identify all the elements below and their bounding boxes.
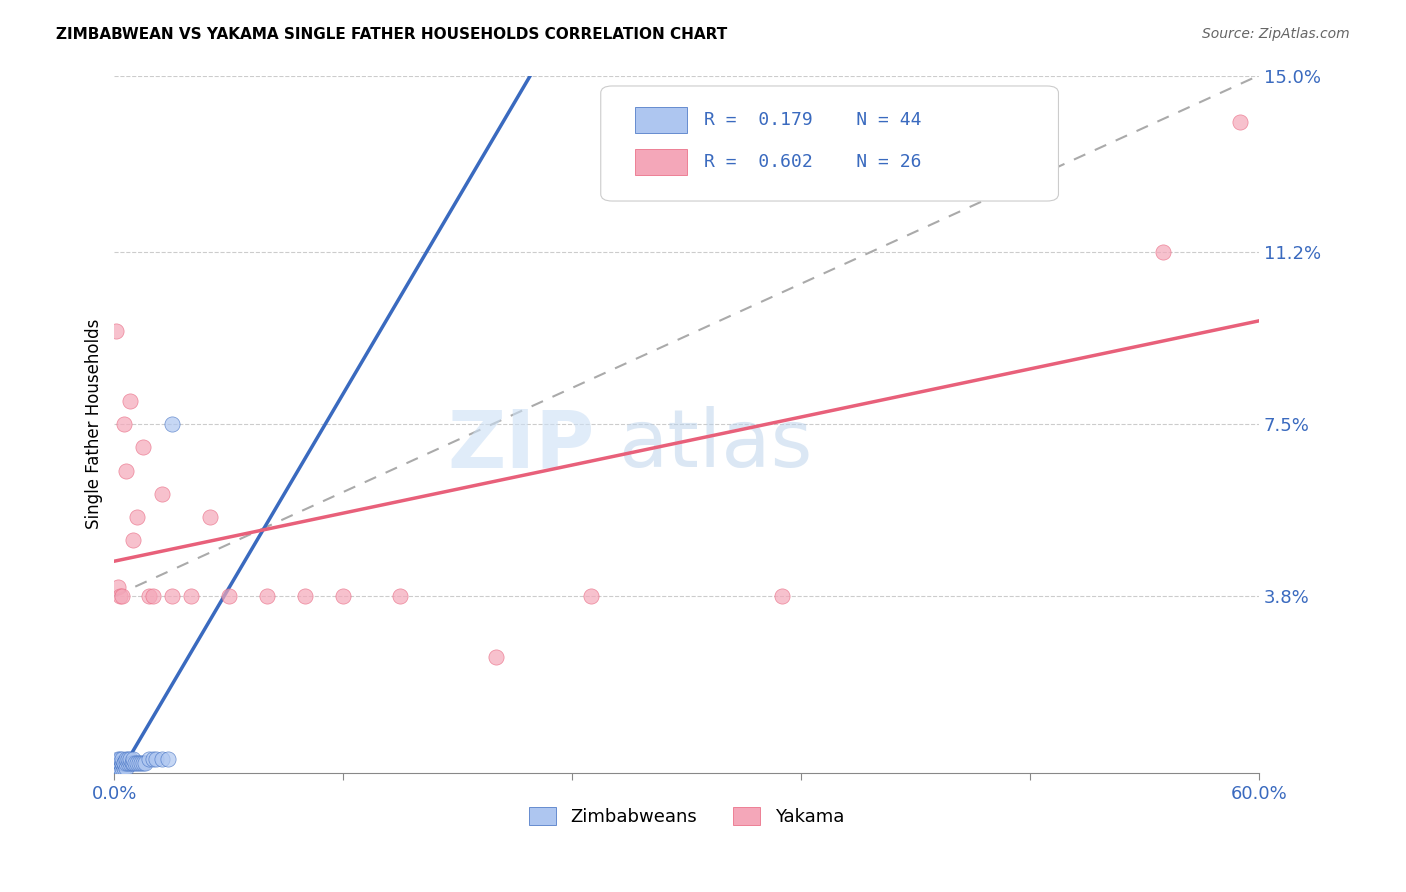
Point	[121, 756, 143, 771]
Point	[1229, 115, 1251, 129]
Text: ZIMBABWEAN VS YAKAMA SINGLE FATHER HOUSEHOLDS CORRELATION CHART: ZIMBABWEAN VS YAKAMA SINGLE FATHER HOUSE…	[56, 27, 727, 42]
Point	[124, 756, 146, 771]
Point	[107, 756, 129, 771]
Point	[107, 761, 129, 775]
Point	[112, 761, 135, 775]
FancyBboxPatch shape	[636, 107, 686, 134]
Point	[122, 752, 145, 766]
Point	[389, 589, 412, 603]
FancyBboxPatch shape	[636, 149, 686, 175]
Point	[115, 752, 138, 766]
Legend: Zimbabweans, Yakama: Zimbabweans, Yakama	[522, 799, 852, 833]
Point	[132, 441, 155, 455]
Point	[111, 756, 134, 771]
Point	[111, 761, 134, 775]
Text: ZIP: ZIP	[447, 406, 595, 484]
Point	[115, 756, 138, 771]
Point	[160, 589, 183, 603]
Point	[160, 417, 183, 431]
Point	[294, 589, 316, 603]
Point	[485, 649, 508, 664]
Point	[122, 756, 145, 771]
Point	[108, 756, 131, 771]
Point	[112, 756, 135, 771]
Point	[115, 464, 138, 478]
Point	[108, 589, 131, 603]
Point	[118, 752, 141, 766]
Point	[112, 756, 135, 771]
Point	[129, 756, 152, 771]
Text: R =  0.602    N = 26: R = 0.602 N = 26	[704, 153, 921, 171]
Point	[127, 510, 149, 524]
Point	[142, 752, 165, 766]
Point	[108, 756, 131, 771]
Point	[198, 510, 221, 524]
Point	[105, 324, 128, 338]
Point	[117, 752, 139, 766]
Point	[122, 533, 145, 548]
Point	[150, 487, 173, 501]
Point	[108, 761, 131, 775]
Text: Source: ZipAtlas.com: Source: ZipAtlas.com	[1202, 27, 1350, 41]
Point	[138, 752, 160, 766]
Point	[156, 752, 179, 766]
Point	[107, 756, 129, 771]
Point	[132, 756, 155, 771]
Point	[1152, 245, 1174, 260]
Point	[107, 765, 129, 780]
Point	[111, 756, 134, 771]
Point	[145, 752, 167, 766]
Point	[105, 761, 128, 775]
Y-axis label: Single Father Households: Single Father Households	[86, 319, 103, 529]
Point	[118, 393, 141, 408]
Point	[150, 752, 173, 766]
Point	[108, 761, 131, 775]
Point	[115, 761, 138, 775]
Point	[218, 589, 240, 603]
FancyBboxPatch shape	[600, 86, 1059, 201]
Point	[128, 756, 150, 771]
Point	[138, 589, 160, 603]
Point	[111, 589, 134, 603]
Point	[107, 752, 129, 766]
Point	[107, 761, 129, 775]
Point	[579, 589, 602, 603]
Point	[256, 589, 278, 603]
Point	[127, 756, 149, 771]
Point	[770, 589, 793, 603]
Point	[107, 580, 129, 594]
Point	[112, 417, 135, 431]
Point	[118, 756, 141, 771]
Point	[134, 756, 156, 771]
Text: R =  0.179    N = 44: R = 0.179 N = 44	[704, 112, 921, 129]
Point	[332, 589, 354, 603]
Point	[105, 756, 128, 771]
Point	[108, 752, 131, 766]
Point	[111, 752, 134, 766]
Point	[142, 589, 165, 603]
Point	[105, 765, 128, 780]
Point	[117, 756, 139, 771]
Point	[105, 761, 128, 775]
Text: atlas: atlas	[617, 406, 813, 484]
Point	[180, 589, 202, 603]
